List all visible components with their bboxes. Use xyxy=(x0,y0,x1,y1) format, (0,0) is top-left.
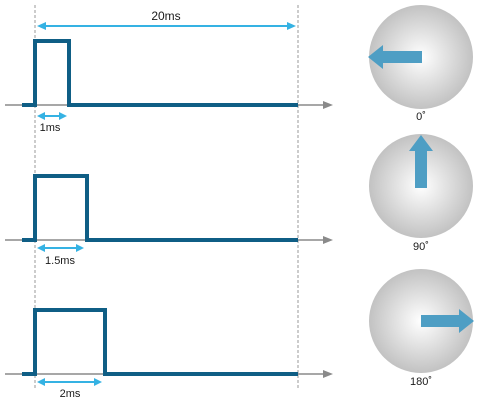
pulse-width-label-1: 1ms xyxy=(40,122,61,134)
pulse-width-dimension-3 xyxy=(37,378,102,386)
pwm-signal-3 xyxy=(22,308,298,376)
servo-arrow-shaft-3 xyxy=(421,315,461,327)
time-axis-arrowhead-3 xyxy=(323,370,333,378)
servo-arrow-icon-3 xyxy=(421,309,474,333)
servo-arrow-head-3 xyxy=(459,309,474,333)
period-right-arrowhead xyxy=(287,22,296,30)
pulse-width-label-2: 1.5ms xyxy=(45,255,75,267)
pulse-width-label-3: 2ms xyxy=(60,388,81,400)
pulse-width-dimension-2 xyxy=(37,244,84,252)
pulse-width-dimension-1 xyxy=(37,112,67,120)
pulse-width-right-arrowhead-3 xyxy=(94,378,102,386)
pulse-width-right-arrowhead-1 xyxy=(59,112,67,120)
pulse-row-1: 1ms 0˚ xyxy=(5,5,473,134)
period-left-arrowhead xyxy=(37,22,46,30)
servo-arrow-head-2 xyxy=(409,135,433,151)
pulse-width-left-arrowhead-1 xyxy=(37,112,45,120)
pulse-width-left-arrowhead-2 xyxy=(37,244,45,252)
servo-arrow-icon-1 xyxy=(368,45,422,69)
servo-arrow-shaft-2 xyxy=(415,148,427,188)
servo-arrow-shaft-1 xyxy=(381,51,422,63)
pwm-signal-1 xyxy=(22,39,298,107)
servo-arrow-head-1 xyxy=(368,45,383,69)
pulse-width-right-arrowhead-2 xyxy=(76,244,84,252)
angle-label-2: 90˚ xyxy=(413,241,429,253)
period-dimension: 20ms xyxy=(37,9,296,30)
pulse-row-3: 2ms 180˚ xyxy=(5,269,474,400)
pwm-signal-2 xyxy=(22,174,298,242)
period-label: 20ms xyxy=(151,9,180,23)
pulse-width-left-arrowhead-3 xyxy=(37,378,45,386)
time-axis-arrowhead-2 xyxy=(323,236,333,244)
time-axis-arrowhead-1 xyxy=(323,101,333,109)
angle-label-1: 0˚ xyxy=(416,111,426,123)
angle-label-3: 180˚ xyxy=(410,376,432,388)
pulse-row-2: 1.5ms 90˚ xyxy=(5,134,473,267)
servo-arrow-icon-2 xyxy=(409,135,433,188)
